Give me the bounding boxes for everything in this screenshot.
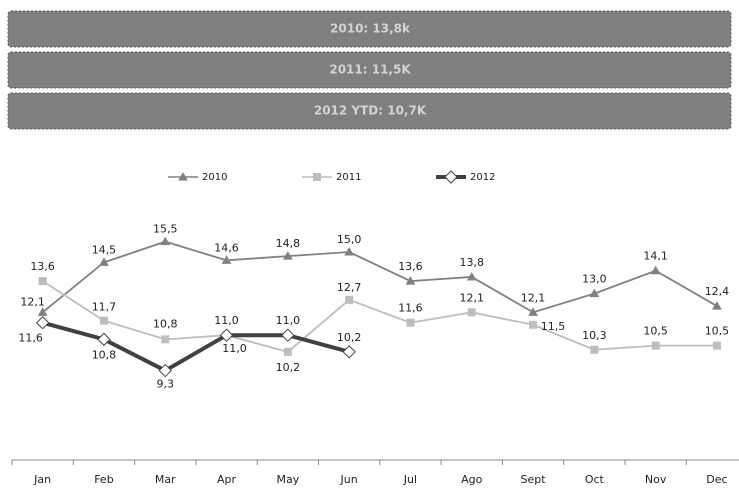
data-label: 10,8: [153, 317, 178, 330]
marker: [35, 316, 50, 330]
data-label: 12,4: [705, 285, 730, 298]
data-label: 12,1: [460, 291, 485, 304]
summary-text: 2010: 13,8k: [330, 22, 411, 36]
legend-label: 2011: [336, 172, 361, 183]
series-line: [42, 280, 717, 353]
marker: [178, 171, 188, 181]
marker: [97, 332, 111, 347]
marker: [344, 246, 355, 256]
marker: [467, 308, 476, 317]
x-tick-label: Sept: [521, 473, 547, 486]
marker: [712, 301, 722, 310]
data-label: 10,5: [643, 325, 668, 338]
summary-box: [7, 51, 732, 89]
summary-text: 2012 YTD: 10,7K: [314, 104, 427, 118]
marker: [590, 345, 599, 354]
marker: [38, 277, 47, 286]
marker: [161, 335, 170, 344]
data-label: 10,5: [705, 325, 730, 338]
marker: [405, 276, 416, 285]
x-tick-label: Jun: [340, 473, 358, 486]
marker: [281, 328, 295, 342]
data-label: 9,3: [157, 378, 175, 391]
marker: [444, 170, 458, 184]
summary-box: [7, 92, 732, 130]
legend-label: 2010: [202, 172, 227, 183]
x-tick-label: Jan: [33, 473, 51, 486]
data-label: 11,6: [18, 332, 43, 345]
x-tick-label: Dec: [706, 473, 727, 486]
x-tick-label: Mar: [155, 473, 176, 486]
marker: [313, 173, 321, 181]
marker: [712, 341, 721, 350]
x-tick-label: Nov: [645, 473, 667, 486]
marker: [99, 257, 109, 266]
data-label: 14,5: [92, 243, 117, 256]
data-label: 12,1: [521, 291, 546, 304]
data-label: 15,5: [153, 223, 178, 236]
marker: [283, 347, 292, 356]
data-label: 14,6: [214, 241, 239, 254]
marker: [651, 341, 660, 350]
data-label: 14,1: [643, 250, 668, 263]
marker: [528, 307, 538, 316]
summary-text: 2011: 11,5K: [329, 63, 411, 77]
marker: [160, 236, 171, 246]
legend-label: 2012: [470, 172, 495, 183]
data-label: 14,8: [276, 237, 301, 250]
marker: [99, 316, 108, 325]
marker: [589, 288, 600, 298]
data-label: 11,0: [222, 342, 247, 355]
x-tick-label: Ago: [461, 473, 483, 486]
data-label: 11,6: [398, 302, 423, 315]
marker: [406, 318, 415, 327]
marker: [342, 345, 356, 359]
data-label: 12,7: [337, 281, 362, 294]
data-label: 13,8: [460, 256, 485, 269]
series-line: [42, 320, 350, 373]
data-label: 13,6: [398, 260, 423, 273]
x-tick-label: Oct: [585, 473, 605, 486]
x-tick-label: May: [276, 473, 299, 486]
data-label: 15,0: [337, 233, 362, 246]
data-label: 11,0: [214, 314, 239, 327]
data-label: 10,2: [337, 331, 362, 344]
marker: [282, 251, 293, 260]
data-label: 10,3: [582, 329, 607, 342]
marker: [345, 295, 354, 304]
data-label: 11,7: [92, 301, 117, 314]
data-label: 12,1: [20, 295, 45, 308]
data-label: 11,5: [541, 320, 566, 333]
marker: [221, 255, 232, 264]
x-tick-label: Apr: [217, 473, 237, 486]
series-line: [42, 240, 718, 314]
marker: [529, 320, 538, 329]
data-label: 11,0: [276, 314, 301, 327]
marker: [219, 328, 234, 342]
marker: [37, 307, 48, 316]
marker: [158, 363, 172, 378]
summary-box: [7, 10, 732, 48]
marker: [650, 265, 661, 275]
x-tick-label: Feb: [94, 473, 113, 486]
marker: [466, 271, 477, 281]
data-label: 13,6: [30, 260, 55, 273]
x-tick-label: Jul: [403, 473, 417, 486]
data-label: 13,0: [582, 273, 607, 286]
data-label: 10,2: [276, 361, 301, 374]
data-label: 10,8: [92, 348, 117, 361]
